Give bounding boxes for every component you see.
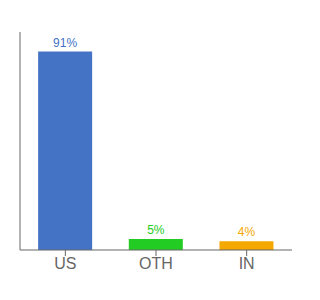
- svg-text:IN: IN: [239, 255, 255, 272]
- svg-text:5%: 5%: [147, 223, 165, 237]
- svg-text:4%: 4%: [238, 225, 256, 239]
- svg-text:US: US: [54, 255, 76, 272]
- svg-text:91%: 91%: [53, 36, 77, 50]
- svg-text:OTH: OTH: [139, 255, 173, 272]
